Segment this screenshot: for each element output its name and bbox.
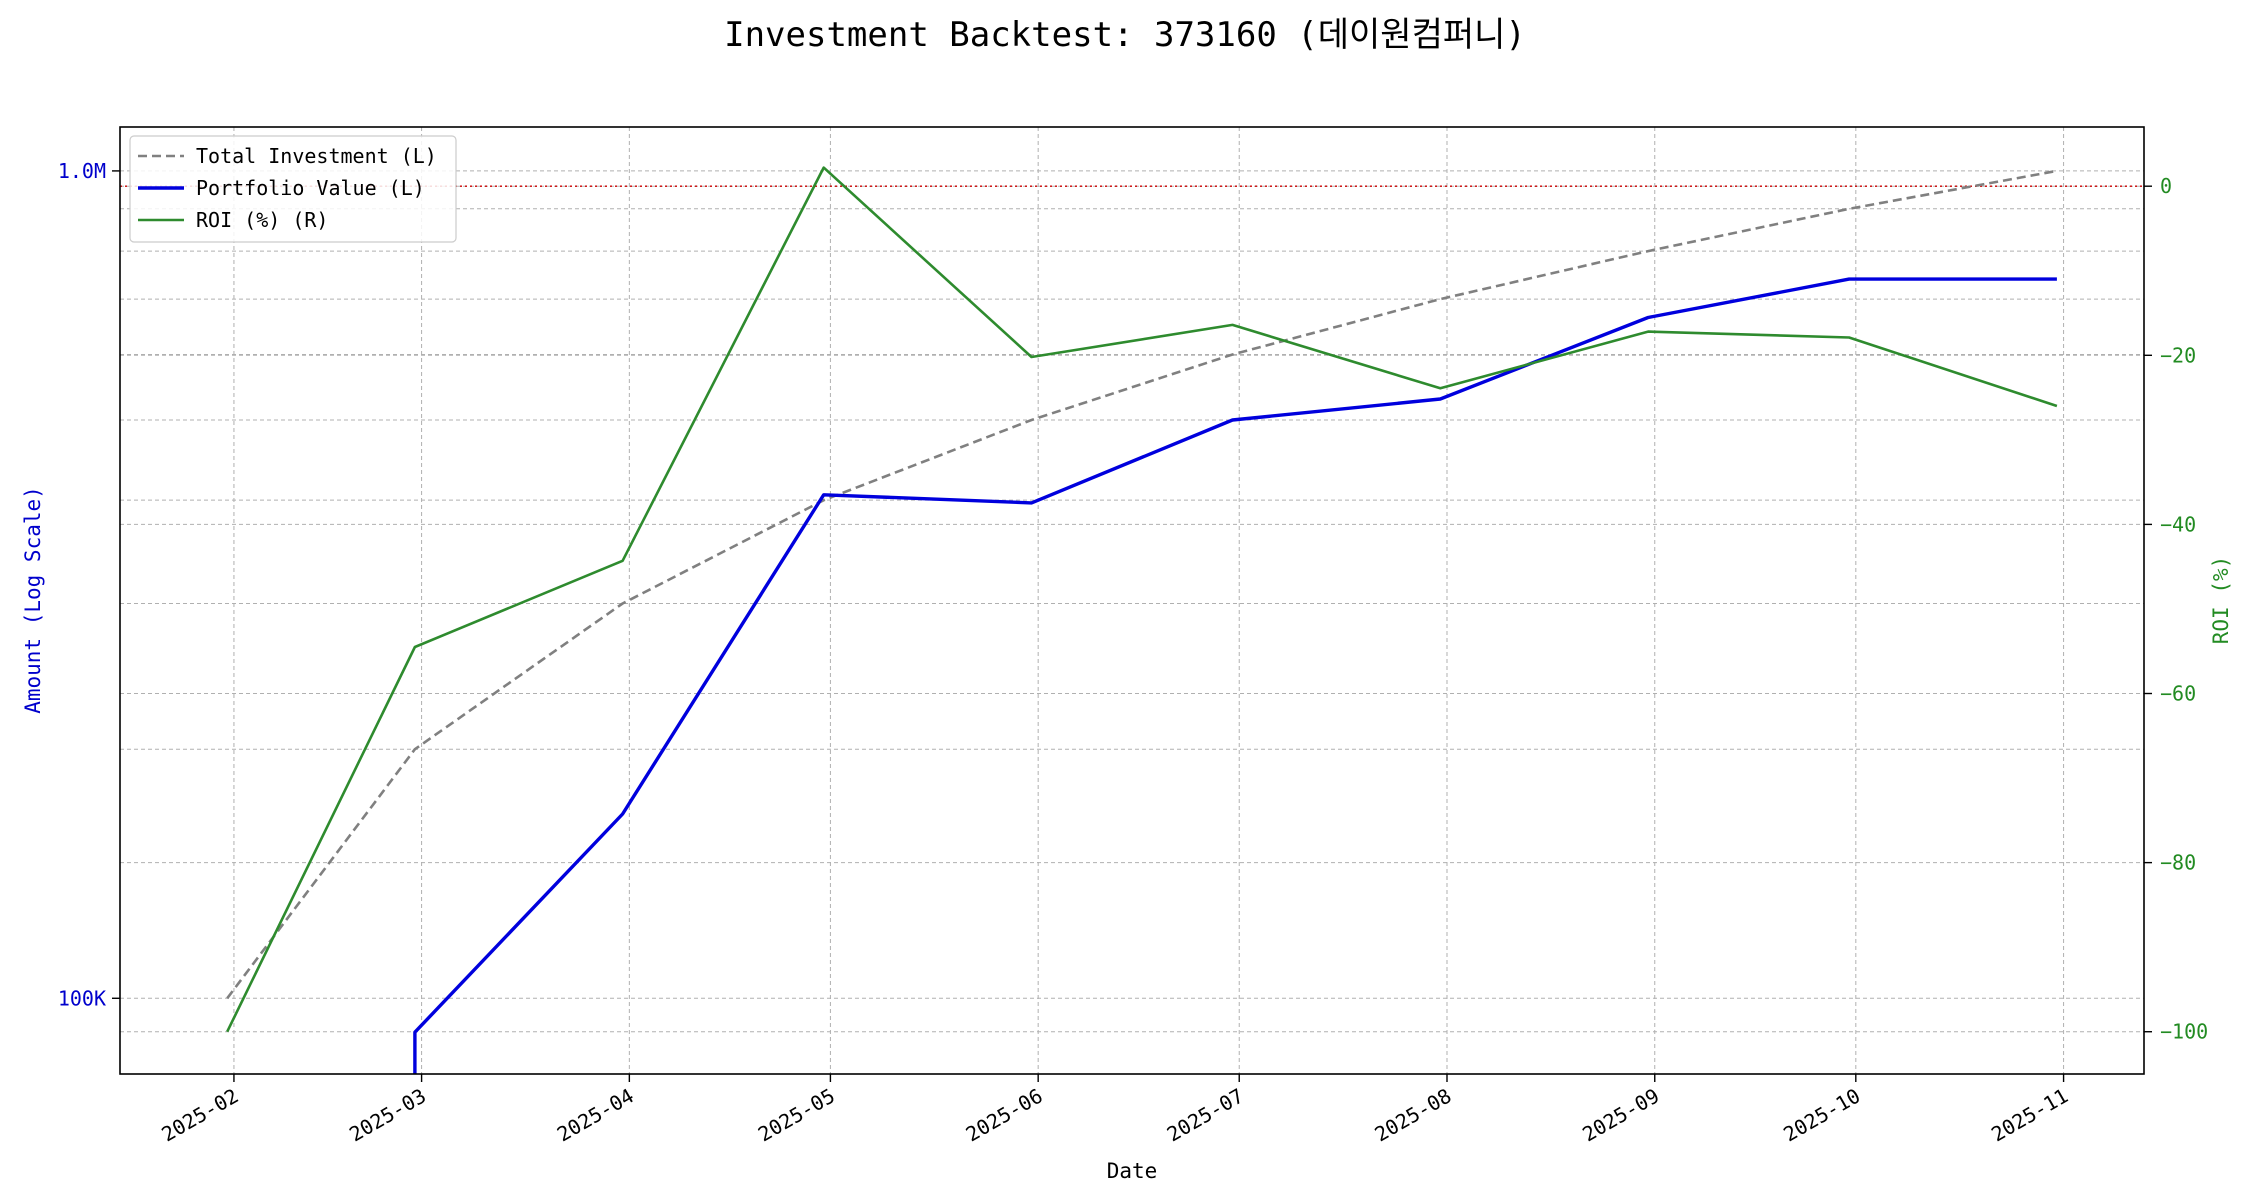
x-axis-label: Date	[1107, 1159, 1158, 1183]
y-left-tick-label: 100K	[58, 986, 106, 1010]
y-axis-right-label: ROI (%)	[2209, 556, 2233, 645]
series-line-portfolio-value-l	[413, 277, 2057, 1074]
series-line-roi-r	[226, 166, 2058, 1033]
chart-title: Investment Backtest: 373160 (데이원컴퍼니)	[724, 15, 1526, 55]
y-right-tick-label: 0	[2160, 174, 2172, 198]
series-layer	[226, 166, 2058, 1074]
y-right-tick-label: −80	[2160, 851, 2196, 875]
legend-label-roi-r: ROI (%) (R)	[196, 208, 328, 232]
y-right-tick-label: −20	[2160, 343, 2196, 367]
plot-frame	[119, 126, 2145, 1075]
legend-box	[129, 135, 457, 243]
series-line-total-investment-l	[226, 169, 2058, 1000]
legend-label-total-investment-l: Total Investment (L)	[196, 144, 437, 168]
legend: Total Investment (L) Portfolio Value (L) R…	[129, 135, 457, 243]
y-right-tick-label: −40	[2160, 512, 2196, 536]
y-axis-left-label: Amount (Log Scale)	[21, 486, 45, 714]
y-left-tick-label: 1.0M	[58, 159, 106, 183]
y-right-tick-label: −60	[2160, 682, 2196, 706]
y-right-tick-label: −100	[2160, 1020, 2208, 1044]
legend-label-portfolio-value-l: Portfolio Value (L)	[196, 176, 425, 200]
